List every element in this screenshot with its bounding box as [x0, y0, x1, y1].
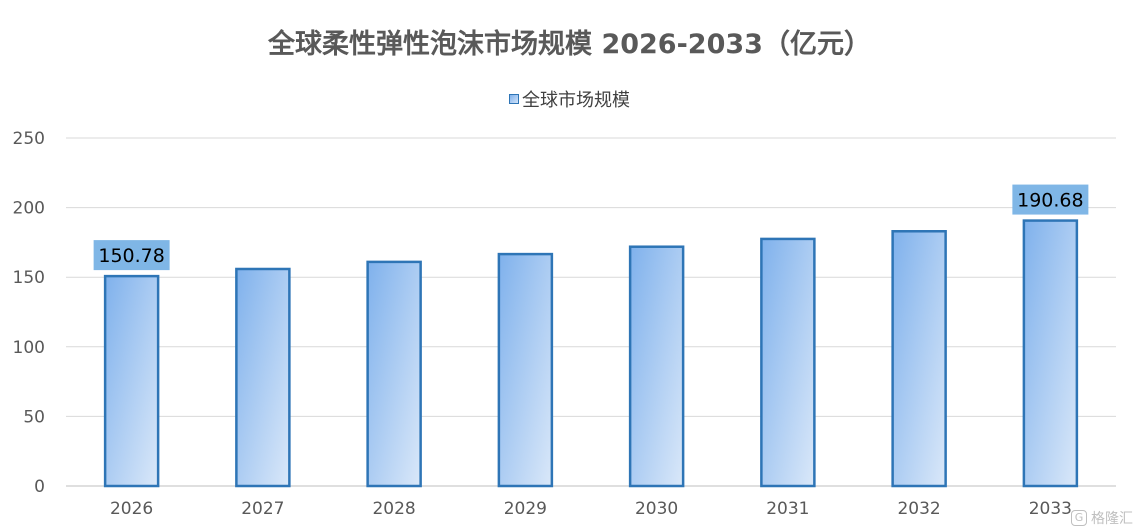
- chart-title: 全球柔性弹性泡沫市场规模 2026-2033（亿元）: [268, 29, 871, 60]
- bar-2032: [891, 230, 947, 488]
- x-tick-label: 2032: [897, 499, 940, 519]
- y-tick-label: 250: [13, 129, 45, 149]
- bar-2031: [760, 237, 816, 488]
- bar-2030: [628, 245, 685, 488]
- x-tick-label: 2030: [635, 499, 678, 519]
- legend-swatch: [509, 94, 519, 104]
- watermark-text: 格隆汇: [1091, 511, 1133, 527]
- bar-2026: [103, 274, 160, 488]
- x-tick-label: 2031: [766, 499, 809, 519]
- bar-2028: [366, 260, 422, 488]
- x-tick-label: 2029: [504, 499, 547, 519]
- y-tick-label: 50: [23, 407, 45, 427]
- y-tick-label: 100: [13, 338, 45, 358]
- bar-2027: [235, 267, 291, 488]
- x-tick-label: 2033: [1029, 499, 1072, 519]
- x-tick-label: 2026: [110, 499, 153, 519]
- y-tick-label: 200: [13, 199, 45, 219]
- chart-legend: 全球市场规模: [0, 86, 1139, 112]
- bar-2029: [497, 252, 554, 488]
- legend-label: 全球市场规模: [522, 90, 630, 111]
- data-label-box: [93, 240, 170, 271]
- y-tick-label: 0: [34, 477, 45, 497]
- data-label-2033: 190.68: [1017, 190, 1083, 212]
- bar-2033: [1022, 219, 1079, 488]
- data-label-box: [1012, 184, 1089, 215]
- data-label-2026: 150.78: [98, 245, 164, 267]
- x-tick-label: 2028: [372, 499, 415, 519]
- watermark: G 格隆汇: [1071, 508, 1133, 528]
- y-tick-label: 150: [13, 268, 45, 288]
- watermark-logo-icon: G: [1071, 510, 1087, 526]
- x-tick-label: 2027: [241, 499, 284, 519]
